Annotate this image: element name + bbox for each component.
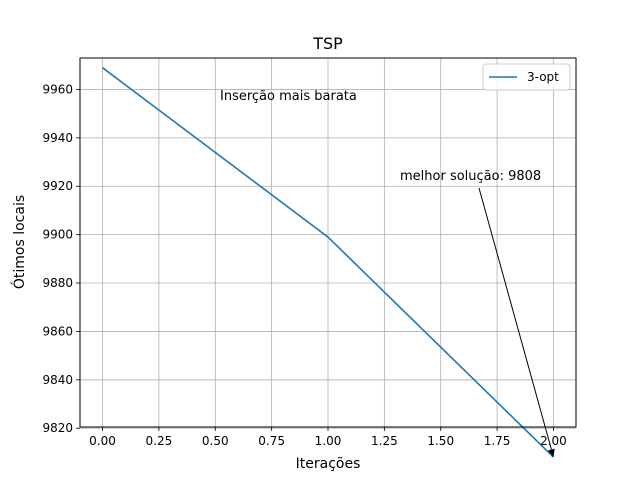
x-tick-label: 0.00	[89, 434, 116, 448]
y-tick-label: 9900	[42, 228, 73, 242]
y-tick-label: 9860	[42, 324, 73, 338]
x-tick-label: 1.50	[427, 434, 454, 448]
annotation-arrowhead	[547, 448, 555, 458]
legend: 3-opt	[482, 63, 571, 91]
y-axis-label: Ótimos locais	[10, 195, 28, 289]
x-axis: 0.00 0.25 0.50 0.75 1.00 1.25 1.50 1.75 2.00	[89, 427, 567, 448]
y-tick-label: 9880	[42, 276, 73, 290]
x-tick-label: 1.25	[371, 434, 398, 448]
series-layer	[102, 67, 555, 458]
annotation-insercao: Inserção mais barata	[220, 89, 357, 104]
grid	[80, 58, 576, 429]
x-axis-label: Iterações	[296, 456, 361, 472]
legend-box	[482, 63, 571, 91]
y-axis: 9820 9840 9860 9880 9900 9920 9940 9960	[42, 82, 80, 435]
y-tick-label: 9960	[42, 82, 73, 96]
x-tick-label: 1.75	[484, 434, 511, 448]
y-tick-label: 9920	[42, 179, 73, 193]
x-tick-label: 0.75	[258, 434, 285, 448]
annotations-layer: Inserção mais barata melhor solução: 9808	[220, 89, 555, 458]
chart-title: TSP	[312, 34, 343, 53]
annotation-arrow	[478, 187, 553, 454]
x-tick-label: 2.00	[540, 434, 567, 448]
x-tick-label: 0.25	[146, 434, 173, 448]
x-tick-label: 1.00	[315, 434, 342, 448]
legend-entry-3-opt: 3-opt	[527, 70, 559, 84]
y-tick-label: 9940	[42, 131, 73, 145]
y-tick-label: 9820	[42, 421, 73, 435]
series-line-3-opt	[102, 67, 555, 458]
annotation-best-solution: melhor solução: 9808	[400, 169, 541, 184]
y-tick-label: 9840	[42, 373, 73, 387]
x-tick-label: 0.50	[202, 434, 229, 448]
